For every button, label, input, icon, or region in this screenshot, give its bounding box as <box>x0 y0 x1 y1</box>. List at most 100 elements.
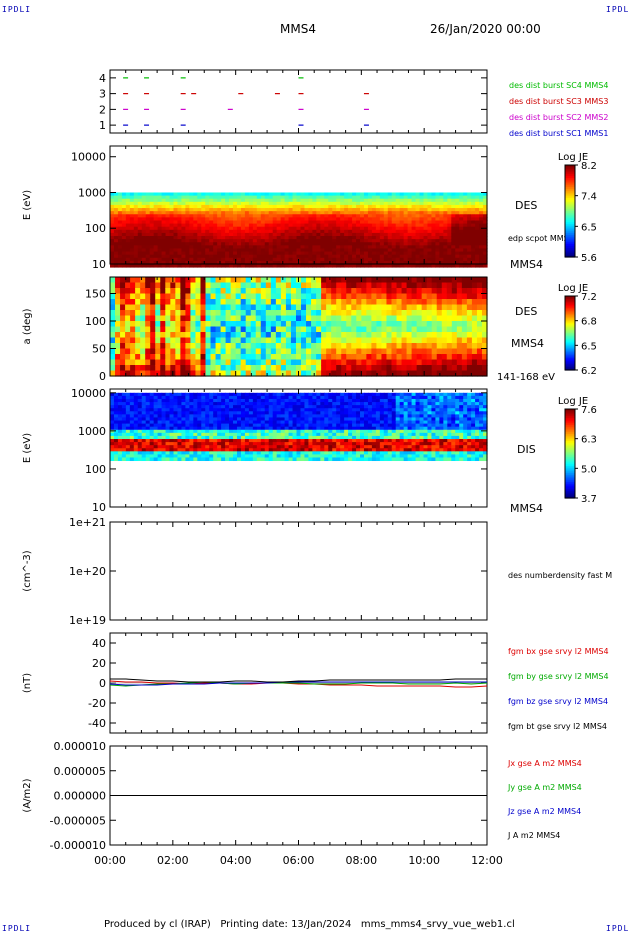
des-energy-cell <box>332 260 337 265</box>
des-pitch-cell <box>175 326 181 333</box>
des-energy-cell <box>280 223 286 228</box>
des-energy-cell <box>336 195 341 200</box>
des-energy-cell <box>455 239 460 243</box>
des-pitch-cell <box>160 299 166 306</box>
des-pitch-cell <box>250 310 257 317</box>
dis-energy-cell <box>288 395 294 400</box>
des-pitch-cell <box>321 310 327 317</box>
dis-energy-cell <box>121 445 127 449</box>
des-energy-cell <box>447 236 452 240</box>
des-energy-cell <box>252 208 258 212</box>
des-energy-cell <box>336 211 341 215</box>
des-energy-cell <box>455 217 460 221</box>
des-energy-cell <box>352 245 357 249</box>
dis-energy-cell <box>117 442 123 446</box>
dis-energy-cell <box>244 395 250 400</box>
des-pitch-cell <box>471 293 478 300</box>
dis-energy-cell <box>201 395 206 400</box>
des-energy-cell <box>439 220 444 225</box>
des-energy-cell <box>205 264 210 268</box>
des-energy-cell <box>308 226 313 231</box>
des-pitch-cell <box>145 310 151 317</box>
dis-energy-cell <box>252 392 258 397</box>
des-energy-cell <box>276 257 282 262</box>
dis-energy-cell <box>236 402 242 406</box>
dis-energy-cell <box>125 414 131 418</box>
des-pitch-cell <box>285 321 292 328</box>
des-energy-cell <box>129 264 135 268</box>
des-energy-cell <box>248 204 254 209</box>
des-energy-cell <box>399 220 405 225</box>
des-energy-cell <box>316 242 321 246</box>
dis-energy-cell <box>193 432 198 437</box>
des-energy-cell <box>288 260 294 265</box>
des-energy-cell <box>312 232 317 237</box>
dis-energy-cell <box>244 451 250 455</box>
des-pitch-cell <box>466 293 473 300</box>
des-pitch-cell <box>466 337 473 344</box>
des-energy-cell <box>189 220 194 225</box>
des-energy-cell <box>427 217 433 221</box>
des-energy-cell <box>375 195 381 200</box>
des-energy-cell <box>447 204 452 209</box>
dis-energy-cell <box>149 398 155 403</box>
des-energy-cell <box>403 257 409 262</box>
dis-energy-cell <box>205 392 210 397</box>
des-energy-cell <box>419 236 425 240</box>
des-energy-cell <box>268 211 274 215</box>
des-energy-cell <box>113 217 119 221</box>
colorbar-cell <box>565 296 575 299</box>
des-energy-cell <box>443 192 448 197</box>
des-energy-cell <box>304 201 310 206</box>
des-energy-cell <box>292 251 298 256</box>
colorbar-cell <box>565 170 575 173</box>
des-energy-cell <box>479 236 484 240</box>
dis-energy-cell <box>185 392 190 397</box>
des-pitch-cell <box>170 293 176 300</box>
des-pitch-cell <box>290 315 297 322</box>
des-energy-cell <box>288 208 294 212</box>
des-energy-cell <box>288 236 294 240</box>
des-energy-cell <box>189 198 194 203</box>
des-pitch-cell <box>150 348 156 355</box>
dis-energy-cell <box>110 435 115 440</box>
des-pitch-cell <box>441 359 448 366</box>
dis-energy-cell <box>260 451 266 455</box>
des-energy-cell <box>149 236 155 240</box>
dis-energy-cell <box>276 445 282 449</box>
des-pitch-cell <box>160 359 166 366</box>
dis-energy-cell <box>236 442 242 446</box>
des-energy-cell <box>340 257 345 262</box>
dis-energy-cell <box>173 402 179 406</box>
dis-energy-cell <box>236 398 242 403</box>
des-energy-cell <box>395 208 401 212</box>
des-pitch-cell <box>386 354 393 361</box>
des-pitch-cell <box>185 354 192 361</box>
des-energy-cell <box>316 254 321 259</box>
des-energy-cell <box>161 217 167 221</box>
dis-energy-cell <box>161 423 167 428</box>
des-energy-cell <box>344 198 349 203</box>
des-energy-cell <box>435 195 440 200</box>
dis-energy-cell <box>133 454 139 458</box>
des-energy-cell <box>459 214 464 218</box>
des-pitch-cell <box>290 365 297 372</box>
des-energy-cell <box>264 232 270 237</box>
des-energy-cell <box>308 198 313 203</box>
des-pitch-cell <box>215 326 222 333</box>
des-energy-cell <box>479 242 484 246</box>
des-pitch-cell <box>471 326 478 333</box>
des-energy-cell <box>312 229 317 234</box>
des-pitch-cell <box>160 288 166 295</box>
dis-energy-cell <box>133 445 139 449</box>
des-pitch-cell <box>195 354 202 361</box>
dis-energy-cell <box>129 451 135 455</box>
des-pitch-cell <box>160 343 166 350</box>
dis-energy-cell <box>240 417 246 421</box>
dis-energy-cell <box>145 426 151 431</box>
des-pitch-cell <box>391 343 398 350</box>
des-energy-cell <box>443 245 448 249</box>
des-energy-cell <box>308 242 313 246</box>
colorbar-cell <box>565 341 575 344</box>
des-pitch-cell <box>135 277 141 284</box>
